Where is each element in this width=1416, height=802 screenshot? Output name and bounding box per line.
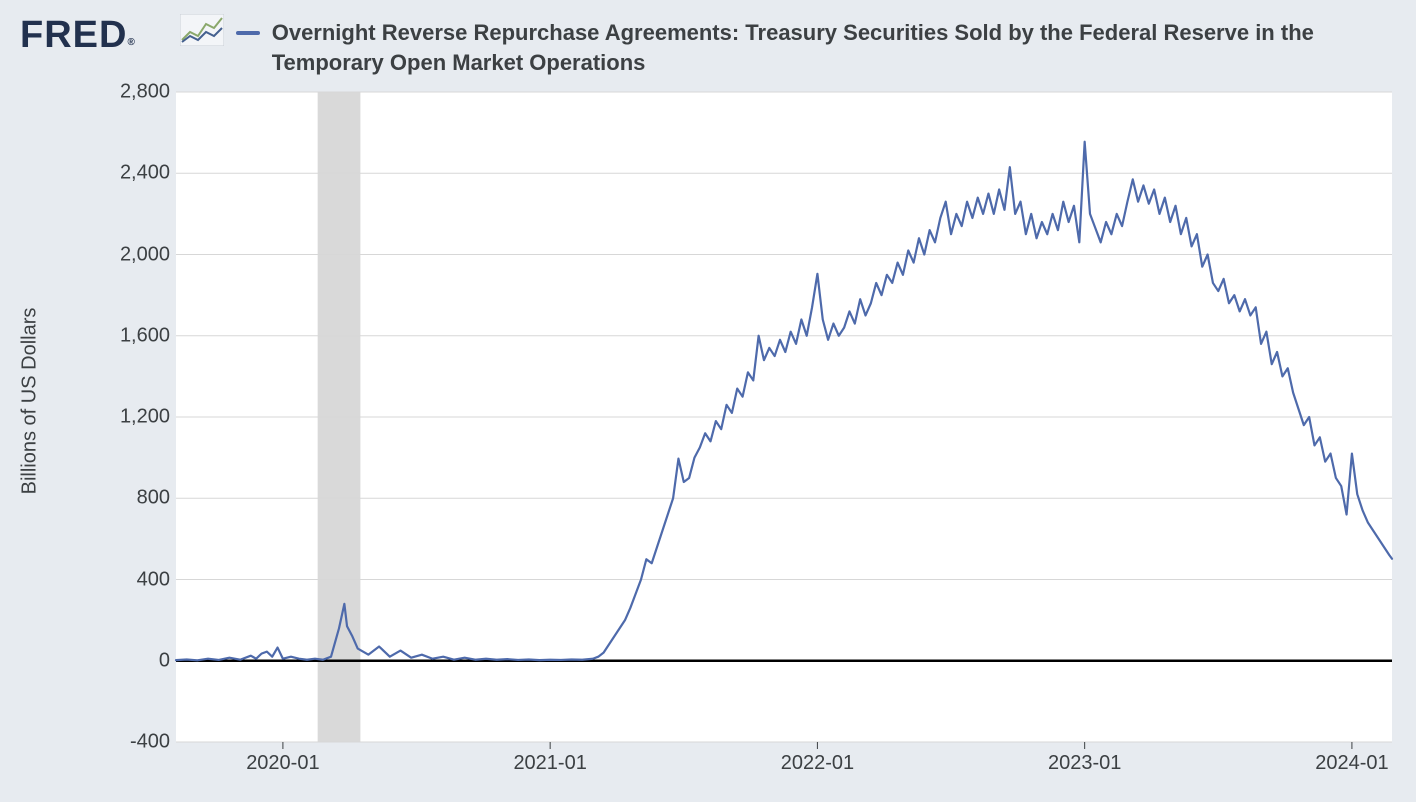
y-tick-label: 2,400 [120,162,170,185]
y-tick-label: 2,800 [120,81,170,104]
x-tick-label: 2020-01 [246,752,319,775]
plot-area [176,92,1392,742]
x-tick-label: 2021-01 [513,752,586,775]
plot-svg [176,92,1392,742]
header: FRED® Overnight Reverse Repurchase Agree… [0,0,1416,88]
x-tick-label: 2024-01 [1315,752,1388,775]
fred-logo-dot: ® [127,37,135,48]
legend-swatch [236,31,260,35]
y-tick-label: 400 [137,568,170,591]
y-tick-label: 800 [137,487,170,510]
y-tick-label: -400 [130,731,170,754]
y-axis-title: Billions of US Dollars [19,308,42,495]
legend-text: Overnight Reverse Repurchase Agreements:… [272,18,1396,77]
fred-spark-icon [180,14,224,46]
fred-logo: FRED® [20,14,136,57]
x-tick-label: 2023-01 [1048,752,1121,775]
fred-logo-text: FRED [20,14,127,56]
y-tick-label: 1,200 [120,406,170,429]
y-tick-label: 2,000 [120,243,170,266]
y-tick-label: 1,600 [120,324,170,347]
x-tick-label: 2022-01 [781,752,854,775]
chart-frame: FRED® Overnight Reverse Repurchase Agree… [0,0,1416,802]
y-tick-label: 0 [159,649,170,672]
legend: Overnight Reverse Repurchase Agreements:… [236,18,1396,77]
